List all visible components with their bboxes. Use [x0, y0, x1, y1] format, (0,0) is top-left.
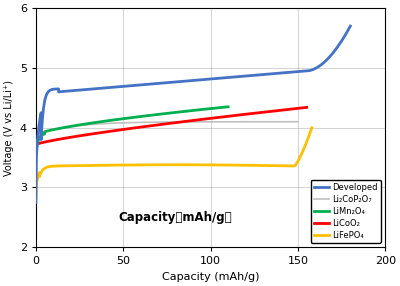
Legend: Developed, Li₂CoP₂O₇, LiMn₂O₄, LiCoO₂, LiFePO₄: Developed, Li₂CoP₂O₇, LiMn₂O₄, LiCoO₂, L… [311, 180, 381, 243]
Text: Capacity（mAh/g）: Capacity（mAh/g） [119, 211, 232, 224]
Y-axis label: Voltage (V vs Li/Li⁺): Voltage (V vs Li/Li⁺) [4, 80, 14, 176]
X-axis label: Capacity (mAh/g): Capacity (mAh/g) [162, 272, 259, 282]
